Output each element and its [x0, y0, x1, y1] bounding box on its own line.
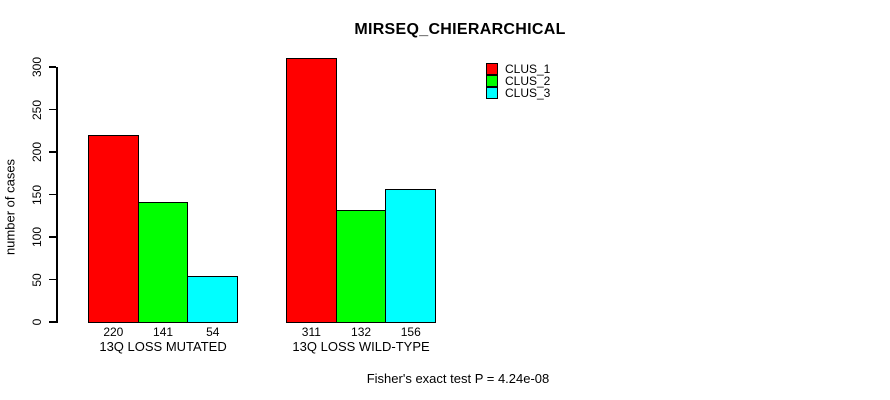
y-axis-tick [49, 321, 56, 323]
bar-clus_2-group2 [335, 209, 387, 323]
legend-swatch [486, 63, 498, 75]
annotation-text: Fisher's exact test P = 4.24e-08 [366, 371, 550, 386]
bar-value-label: 220 [103, 325, 124, 339]
y-axis-tick [49, 66, 56, 68]
y-axis-line [56, 67, 58, 323]
bar-value-label: 311 [301, 325, 321, 339]
bar-value-label: 54 [206, 325, 220, 339]
legend-item: CLUS_1 [486, 63, 550, 75]
x-axis-category-label: 13Q LOSS WILD-TYPE [292, 339, 430, 354]
legend-swatch [486, 87, 498, 99]
y-axis-tick [49, 151, 56, 153]
legend: CLUS_1 CLUS_2 CLUS_3 [486, 63, 550, 99]
bar-value-label: 132 [351, 325, 372, 339]
legend-label: CLUS_1 [505, 62, 551, 76]
y-axis-tick [49, 193, 56, 196]
bar-clus_3-group2 [385, 189, 437, 323]
y-axis-tick-label: 200 [30, 141, 44, 163]
y-axis-tick-label: 50 [30, 272, 44, 287]
bar-value-label: 141 [153, 325, 174, 339]
legend-label: CLUS_2 [505, 74, 551, 88]
legend-item: CLUS_2 [486, 75, 550, 87]
y-axis-tick-label: 150 [30, 184, 44, 205]
y-axis-tick-label: 0 [30, 318, 44, 326]
y-axis-tick [49, 108, 56, 111]
y-axis-tick-label: 300 [30, 56, 44, 78]
bar-clus_2-group1 [137, 202, 189, 323]
y-axis-tick-label: 250 [30, 99, 44, 120]
legend-swatch [486, 75, 498, 87]
y-axis-tick-label: 100 [30, 226, 44, 248]
bar-clus_3-group1 [187, 276, 239, 323]
y-axis-tick [49, 278, 56, 281]
y-axis-tick [49, 236, 56, 238]
bar-clus_1-group2 [286, 57, 337, 323]
chart-title: MIRSEQ_CHIERARCHICAL [354, 21, 566, 38]
legend-item: CLUS_3 [486, 87, 550, 99]
legend-label: CLUS_3 [505, 86, 551, 100]
x-axis-category-label: 13Q LOSS MUTATED [99, 339, 227, 354]
bar-clus_1-group1 [88, 135, 139, 323]
bar-value-label: 156 [400, 325, 421, 339]
